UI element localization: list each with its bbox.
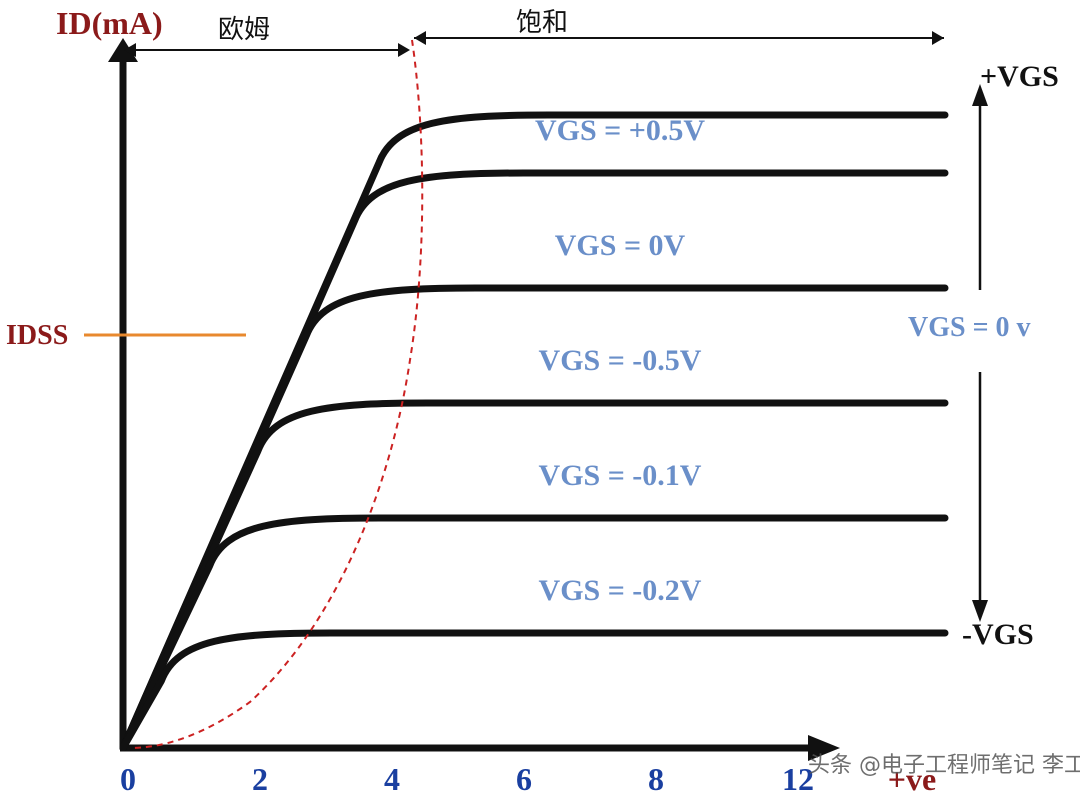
- curve-label-1: VGS = -0.2V: [539, 574, 702, 607]
- x-tick-labels: 0 2 4 6 8 12 +ve: [120, 761, 936, 796]
- curve-1: [119, 629, 949, 752]
- x-tick-0: 0: [120, 761, 136, 796]
- watermark: 头条 @电子工程师笔记 李工谈元器件: [808, 753, 1080, 778]
- region-label-ohmic: 欧姆: [218, 15, 270, 45]
- x-tick-8: 8: [648, 761, 664, 796]
- region-label-saturation: 饱和: [516, 8, 568, 38]
- saturation-boundary-curve: [129, 39, 424, 749]
- gate-bottom-label: -VGS: [962, 618, 1034, 651]
- x-axis-arrow: [808, 735, 840, 761]
- gate-top-label: +VGS: [980, 60, 1059, 93]
- curve-labels: VGS = +0.5V VGS = 0V VGS = -0.5V VGS = -0.1…: [535, 114, 705, 607]
- ohmic-region-arrow: [124, 43, 410, 57]
- x-tick-2: 2: [252, 761, 268, 796]
- gate-mid-label: VGS = 0 v: [908, 312, 1031, 343]
- curve-6: [119, 111, 949, 752]
- curve-5: [119, 169, 949, 752]
- y-axis-title: ID(mA): [56, 5, 163, 41]
- curve-label-2: VGS = -0.1V: [539, 459, 702, 492]
- curve-2: [119, 514, 949, 752]
- y-axis-arrow: [108, 38, 138, 62]
- saturation-region-arrow: [414, 31, 944, 45]
- x-tick-ve: +ve: [888, 761, 936, 796]
- x-tick-4: 4: [384, 761, 400, 796]
- x-tick-12: 12: [782, 761, 814, 796]
- curve-4: [119, 284, 949, 752]
- gate-range-arrow: [972, 84, 988, 622]
- curve-label-3: VGS = -0.5V: [539, 344, 702, 377]
- curve-3: [119, 399, 949, 752]
- idss-label: IDSS: [6, 320, 68, 351]
- characteristic-curves: [119, 111, 949, 752]
- curve-label-4: VGS = 0V: [555, 229, 686, 262]
- curve-label-5: VGS = +0.5V: [535, 114, 705, 147]
- x-tick-6: 6: [516, 761, 532, 796]
